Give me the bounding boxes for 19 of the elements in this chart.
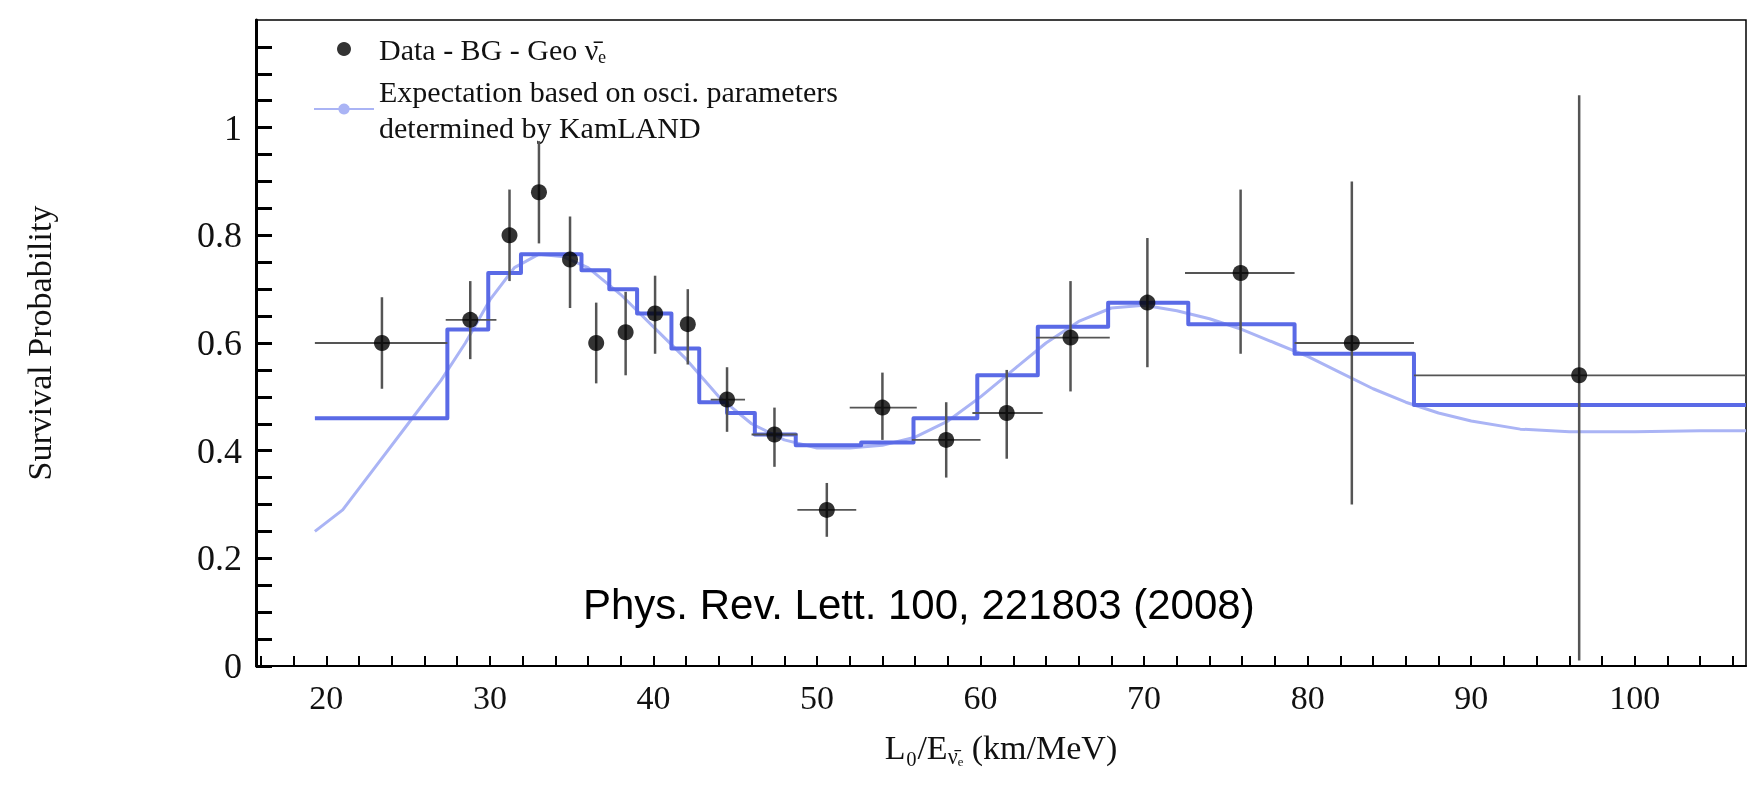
x-tick-label: 40 <box>636 678 671 716</box>
y-tick-label: 0 <box>224 646 242 686</box>
x-tick-label: 20 <box>309 678 344 716</box>
x-tick-label: 90 <box>1454 678 1489 716</box>
annotation: Phys. Rev. Lett. 100, 221803 (2008) <box>583 580 1255 628</box>
y-axis-title: Survival Probability <box>20 205 58 481</box>
y-tick-label: 0.4 <box>197 430 242 471</box>
y-tick-label: 0.2 <box>197 538 242 579</box>
x-tick-label: 30 <box>472 678 507 716</box>
y-tick-label: 0.8 <box>197 215 242 256</box>
x-tick-label: 80 <box>1290 678 1325 716</box>
x-tick-label: 50 <box>800 678 834 716</box>
legend-label: Data - BG - Geo ν̄ₑ <box>379 32 607 66</box>
x-tick-label: 100 <box>1609 678 1661 716</box>
y-tick-label: 0.6 <box>197 323 242 363</box>
x-tick-label: 70 <box>1127 678 1162 716</box>
x-tick-label: 60 <box>963 678 998 716</box>
y-tick-label: 1 <box>224 107 242 148</box>
legend-label: Expectation based on osci. parameters determined by KamLAND <box>379 74 838 144</box>
